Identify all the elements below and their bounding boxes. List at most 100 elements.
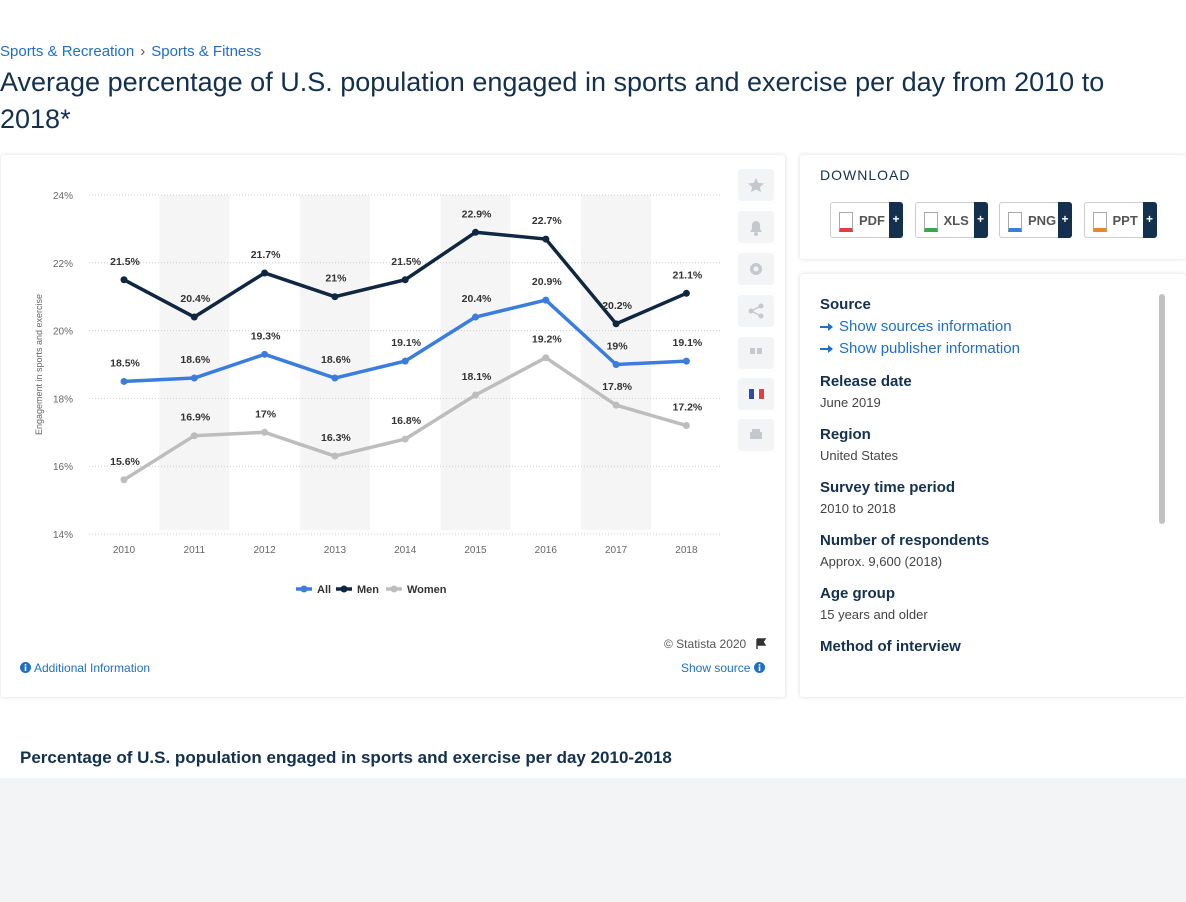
info-label: Number of respondents bbox=[820, 532, 990, 549]
data-point bbox=[190, 374, 198, 382]
info-link[interactable]: Show publisher information bbox=[820, 340, 1150, 357]
x-tick-label: 2018 bbox=[675, 545, 698, 556]
data-point bbox=[120, 377, 128, 385]
data-point bbox=[542, 354, 550, 362]
data-label: 16.3% bbox=[321, 432, 351, 444]
arrow-icon bbox=[820, 323, 833, 332]
data-label: 20.4% bbox=[462, 293, 492, 305]
info-label: Age group bbox=[820, 585, 895, 602]
additional-info-link[interactable]: Additional Information bbox=[20, 661, 150, 675]
settings-button[interactable] bbox=[738, 253, 774, 285]
data-label: 18.6% bbox=[180, 354, 210, 366]
data-label: 21% bbox=[325, 273, 347, 285]
share-button[interactable] bbox=[738, 295, 774, 327]
data-point bbox=[682, 422, 690, 430]
flag-icon bbox=[756, 638, 767, 649]
arrow-icon bbox=[820, 345, 833, 354]
x-tick-label: 2017 bbox=[605, 545, 628, 556]
x-tick-label: 2011 bbox=[184, 545, 206, 556]
more-button[interactable]: + bbox=[1142, 202, 1157, 238]
breadcrumb-link[interactable]: Sports & Recreation bbox=[0, 43, 135, 60]
x-tick-label: 2015 bbox=[464, 545, 487, 556]
info-label: Source bbox=[820, 296, 871, 313]
show-source-link[interactable]: Show source bbox=[681, 661, 766, 675]
y-tick-label: 24% bbox=[53, 191, 73, 202]
column-band bbox=[299, 195, 370, 530]
data-label: 15.6% bbox=[110, 456, 140, 468]
info-link[interactable]: Show sources information bbox=[820, 318, 1150, 335]
format-label: PDF bbox=[859, 213, 885, 228]
download-button[interactable]: PDF + bbox=[830, 202, 903, 238]
data-label: 17% bbox=[255, 408, 277, 420]
file-icon bbox=[923, 212, 938, 232]
favorite-button[interactable] bbox=[738, 169, 774, 201]
data-label: 21.5% bbox=[110, 256, 140, 268]
download-button[interactable]: PPT + bbox=[1083, 202, 1157, 238]
related-title: Percentage of U.S. population engaged in… bbox=[20, 748, 672, 767]
legend-label: All bbox=[317, 584, 331, 596]
data-label: 16.9% bbox=[180, 412, 210, 424]
data-label: 22.7% bbox=[532, 215, 562, 227]
file-icon bbox=[1008, 212, 1022, 232]
breadcrumb-link[interactable]: Sports & Fitness bbox=[151, 43, 262, 60]
more-button[interactable]: + bbox=[1058, 202, 1072, 238]
data-label: 20.2% bbox=[602, 300, 632, 312]
data-point bbox=[472, 228, 479, 236]
info-value: 2010 to 2018 bbox=[820, 501, 896, 516]
column-band bbox=[440, 195, 511, 530]
info-card: Source Show sources information Show publi… bbox=[800, 274, 1186, 697]
data-point bbox=[682, 357, 690, 365]
print-button[interactable] bbox=[738, 419, 774, 451]
legend-dot bbox=[390, 585, 398, 593]
data-point bbox=[472, 313, 479, 321]
more-button[interactable]: + bbox=[973, 202, 988, 238]
info-value: United States bbox=[820, 448, 899, 463]
data-point bbox=[120, 476, 128, 484]
language-button[interactable] bbox=[738, 378, 774, 410]
data-label: 18.5% bbox=[110, 357, 140, 369]
alert-button[interactable] bbox=[738, 211, 774, 243]
download-button[interactable]: PNG + bbox=[999, 202, 1072, 238]
page-title: Average percentage of U.S. population en… bbox=[0, 67, 1105, 134]
data-label: 20.4% bbox=[180, 293, 210, 305]
data-point bbox=[472, 391, 479, 399]
cite-button[interactable] bbox=[738, 337, 774, 369]
data-label: 18.6% bbox=[321, 354, 351, 366]
data-point bbox=[682, 289, 690, 297]
data-point bbox=[612, 320, 620, 328]
y-tick-label: 22% bbox=[53, 259, 73, 270]
y-tick-label: 20% bbox=[53, 327, 73, 338]
x-tick-label: 2013 bbox=[324, 545, 347, 556]
scrollbar[interactable] bbox=[1159, 294, 1165, 524]
data-label: 18.1% bbox=[462, 371, 492, 383]
data-point bbox=[612, 401, 620, 409]
info-link-text: Show publisher information bbox=[839, 340, 1020, 357]
column-band bbox=[159, 195, 230, 530]
info-label: Region bbox=[820, 426, 871, 443]
info-label: Method of interview bbox=[820, 638, 961, 655]
y-tick-label: 16% bbox=[53, 462, 73, 473]
data-point bbox=[190, 432, 198, 440]
data-label: 19.1% bbox=[391, 337, 421, 349]
data-label: 17.2% bbox=[673, 402, 703, 414]
format-label: PPT bbox=[1112, 213, 1138, 228]
separator: › bbox=[140, 43, 146, 60]
related-section: Percentage of U.S. population engaged in… bbox=[1, 727, 1186, 778]
data-label: 19% bbox=[607, 341, 629, 353]
data-point bbox=[331, 374, 339, 382]
data-point bbox=[401, 357, 409, 365]
data-label: 22.9% bbox=[462, 208, 492, 220]
data-point bbox=[401, 435, 409, 443]
data-point bbox=[261, 428, 269, 436]
legend-dot bbox=[300, 585, 308, 593]
download-button[interactable]: XLS + bbox=[914, 202, 988, 238]
x-tick-label: 2012 bbox=[253, 545, 276, 556]
more-button[interactable]: + bbox=[889, 202, 903, 238]
info-list: Source Show sources information Show publi… bbox=[820, 296, 1150, 655]
chart: 14% 16% 18% 20% 22% 24% Engagement in sports a… bbox=[34, 191, 721, 596]
copyright: © Statista 2020 bbox=[664, 637, 747, 651]
data-point bbox=[190, 313, 198, 321]
info-link-text: Show sources information bbox=[839, 318, 1012, 335]
chart-card: 14% 16% 18% 20% 22% 24% Engagement in sports a… bbox=[1, 155, 785, 697]
